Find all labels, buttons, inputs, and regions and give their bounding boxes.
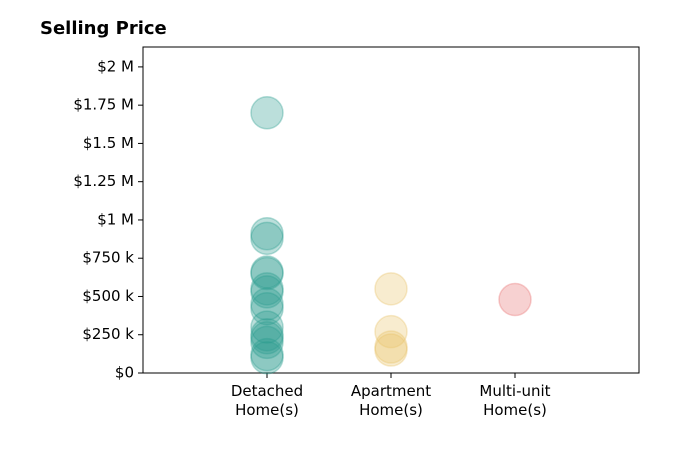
point xyxy=(498,282,532,317)
point xyxy=(374,272,408,306)
chart-title: Selling Price xyxy=(40,18,167,39)
y-tick-label: $1.5 M xyxy=(83,134,134,152)
y-tick-label: $1 M xyxy=(97,210,134,228)
point xyxy=(374,314,408,349)
point xyxy=(250,275,284,309)
point xyxy=(250,216,284,251)
point xyxy=(250,321,284,355)
x-tick-label: Multi-unit Home(s) xyxy=(479,382,551,419)
point xyxy=(250,255,284,289)
point xyxy=(250,337,284,372)
y-tick-label: $2 M xyxy=(97,57,134,75)
point xyxy=(250,96,284,130)
y-tick-label: $250 k xyxy=(82,325,134,343)
point xyxy=(250,325,284,360)
point xyxy=(250,310,284,344)
y-tick-label: $500 k xyxy=(82,287,134,305)
point xyxy=(250,221,284,256)
point xyxy=(374,333,408,367)
point xyxy=(250,287,284,321)
x-tick-label: Detached Home(s) xyxy=(230,382,304,419)
y-tick-label: $0 xyxy=(115,364,134,382)
y-tick-label: $750 k xyxy=(82,249,134,267)
point xyxy=(250,340,284,375)
point xyxy=(250,291,284,326)
point xyxy=(250,317,284,352)
point xyxy=(250,272,284,306)
y-tick-label: $1.25 M xyxy=(73,172,134,190)
point xyxy=(374,330,408,364)
y-tick-label: $1.75 M xyxy=(73,96,134,114)
point xyxy=(250,256,284,291)
x-tick-label: Apartment Home(s) xyxy=(350,382,432,419)
